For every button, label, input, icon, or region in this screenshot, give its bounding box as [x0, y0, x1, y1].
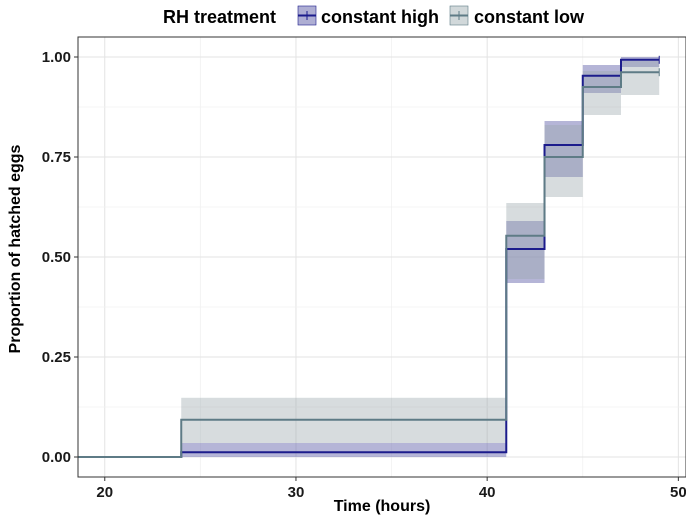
x-tick-label: 50 [670, 484, 686, 501]
ci-band-constant-high [181, 443, 507, 457]
legend-label-constant-high: constant high [321, 7, 439, 27]
y-axis-ticks: 0.00 0.25 0.50 0.75 1.00 [42, 49, 78, 466]
ci-band-constant-low [582, 71, 621, 115]
ci-band-constant-high [620, 57, 660, 67]
x-tick-label: 20 [96, 484, 113, 501]
ci-band-constant-low [620, 61, 660, 95]
km-line-constant-high [78, 58, 660, 458]
x-tick-label: 40 [479, 484, 496, 501]
ci-band-constant-high [544, 121, 583, 177]
legend-key-constant-high [297, 5, 317, 26]
ci-band-constant-low [544, 125, 583, 197]
x-axis-ticks: 20 30 40 50 [96, 477, 686, 501]
ci-band-constant-low [506, 203, 545, 279]
y-tick-label: 0.50 [42, 249, 71, 266]
x-axis-title: Time (hours) [334, 498, 431, 515]
y-tick-label: 0.00 [42, 449, 71, 466]
ci-band-constant-high [582, 65, 621, 93]
legend: RH treatment constant high constant low [163, 5, 585, 27]
y-tick-label: 1.00 [42, 49, 71, 66]
y-tick-label: 0.75 [42, 149, 71, 166]
survival-curves [78, 55, 660, 458]
legend-key-constant-low [449, 5, 469, 26]
y-axis-title: Proportion of hatched eggs [7, 144, 24, 353]
x-tick-label: 30 [288, 484, 305, 501]
y-tick-label: 0.25 [42, 349, 71, 366]
ci-band-constant-high [506, 221, 545, 283]
km-line-constant-low [78, 71, 660, 458]
legend-label-constant-low: constant low [474, 7, 585, 27]
confidence-bands [181, 57, 660, 457]
legend-title: RH treatment [163, 7, 276, 27]
